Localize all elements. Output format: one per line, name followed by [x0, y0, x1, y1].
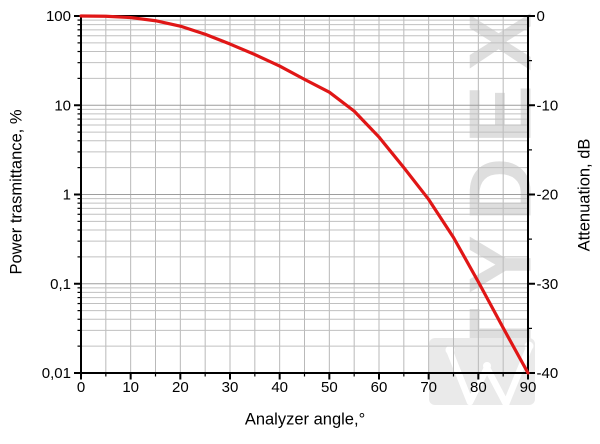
x-axis-tick-label: 80	[470, 379, 487, 396]
x-axis-tick-label: 0	[77, 379, 85, 396]
power-transmittance-line	[79, 14, 530, 375]
left-axis-tick-label: 1	[63, 187, 71, 204]
tick-labels-layer: 100 10 1 0,1 0,01 0 -10 -20 -30 -40 0 10 20 30 40 50 60 7…	[42, 8, 558, 396]
right-y-axis-title: Attenuation, dB	[575, 138, 594, 252]
x-axis-tick-label: 90	[520, 379, 537, 396]
left-axis-tick-label: 0,1	[50, 276, 71, 293]
x-axis-tick-label: 60	[371, 379, 388, 396]
watermark-logo-dot-icon	[445, 345, 455, 355]
x-axis-tick-label: 10	[122, 379, 139, 396]
tydex-watermark: TYDEX	[429, 0, 550, 408]
left-axis-tick-label: 100	[46, 8, 71, 25]
right-axis-tick-label: -10	[537, 97, 559, 114]
right-axis-tick-label: 0	[537, 8, 545, 25]
x-axis-tick-label: 70	[420, 379, 437, 396]
x-axis-title: Analyzer angle,°	[244, 410, 366, 429]
left-axis-tick-label: 10	[54, 97, 71, 114]
left-y-axis-title: Power trasmittance, %	[7, 109, 26, 275]
x-axis-tick-label: 40	[271, 379, 288, 396]
left-axis-tick-label: 0,01	[42, 365, 71, 382]
right-axis-tick-label: -20	[537, 187, 559, 204]
right-axis-tick-label: -40	[537, 365, 559, 382]
watermark-logo-dot-icon	[483, 362, 491, 370]
x-axis-tick-label: 20	[172, 379, 189, 396]
transmittance-curve	[79, 14, 530, 375]
watermark-text: TYDEX	[451, 0, 550, 362]
right-axis-tick-label: -30	[537, 276, 559, 293]
x-axis-tick-label: 30	[222, 379, 239, 396]
x-axis-tick-label: 50	[321, 379, 338, 396]
